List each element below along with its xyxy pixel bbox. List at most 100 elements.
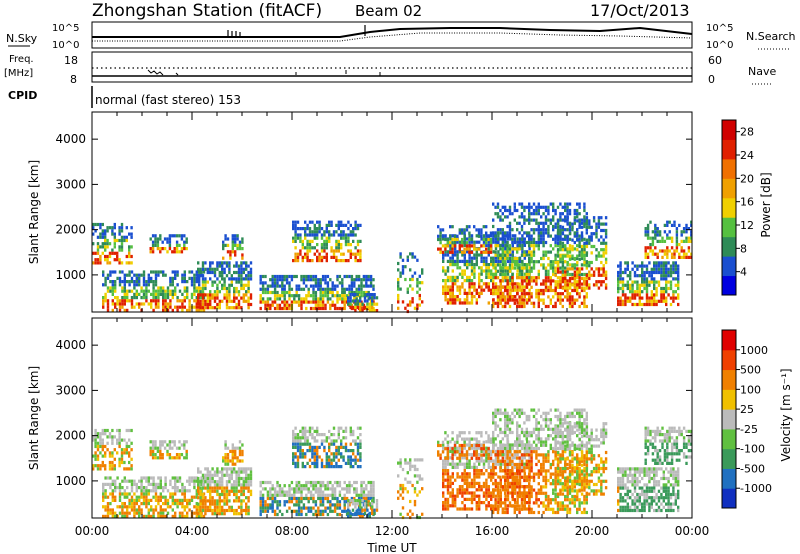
echo-cell [437,247,440,251]
echo-cell [288,303,291,307]
echo-cell [506,250,509,254]
echo-cell [662,267,665,271]
echo-cell [209,480,212,484]
echo-cell [651,236,655,240]
echo-cell [161,240,164,244]
echo-cell [126,495,129,499]
echo-cell [159,289,162,293]
echo-cell [295,484,298,488]
echo-cell [230,476,233,481]
echo-cell [209,499,212,503]
echo-cell [511,234,514,238]
echo-cell [234,237,237,241]
echo-cell [355,290,358,295]
echo-cell [162,302,165,306]
echo-cell [96,464,100,468]
echo-cell [128,251,131,255]
echo-cell [312,306,315,311]
echo-cell [641,296,644,300]
echo-cell [532,208,536,213]
echo-cell [321,294,325,298]
echo-cell [535,292,538,296]
echo-cell [461,244,464,248]
echo-cell [234,456,237,460]
echo-cell [218,512,221,516]
echo-cell [300,500,303,504]
echo-cell [604,286,608,290]
echo-cell [201,264,205,268]
echo-cell [580,244,584,249]
echo-cell [333,303,337,307]
echo-cell [373,309,376,313]
echo-cell [176,273,179,277]
echo-cell [337,220,340,224]
echo-cell [92,438,95,442]
echo-cell [306,449,309,453]
echo-cell [641,261,644,265]
echo-cell [154,489,158,493]
echo-cell [326,500,330,504]
echo-cell [173,443,176,447]
echo-cell [145,292,148,296]
echo-cell [99,222,102,227]
echo-cell [209,505,212,509]
echo-cell [114,270,117,274]
echo-cell [240,505,243,509]
echo-cell [516,288,519,292]
echo-cell [96,448,100,452]
echo-cell [399,487,402,491]
echo-cell [662,290,665,294]
echo-cell [313,233,316,237]
echo-cell [295,503,298,507]
echo-cell [371,502,374,506]
echo-cell [242,499,245,503]
echo-cell [363,505,367,509]
echo-cell [154,456,157,460]
echo-cell [304,465,307,469]
echo-cell [230,505,233,509]
echo-cell [150,498,153,502]
echo-cell [442,285,445,289]
echo-cell [118,441,121,445]
echo-cell [646,252,650,256]
echo-cell [114,296,117,300]
echo-cell [297,496,301,501]
echo-cell [654,246,657,250]
echo-cell [102,296,105,300]
echo-cell [324,287,327,291]
echo-cell [556,283,560,287]
echo-cell [549,301,552,305]
echo-cell [499,256,502,261]
echo-cell [602,273,605,277]
echo-cell [193,280,196,284]
echo-cell [294,246,297,250]
echo-cell [544,250,548,254]
echo-cell [409,303,412,307]
echo-cell [308,246,312,250]
echo-cell [580,225,584,229]
echo-cell [183,243,186,247]
echo-cell [266,490,270,494]
echo-cell [99,258,102,262]
echo-cell [193,505,196,509]
echo-cell [229,459,232,463]
echo-cell [530,234,533,238]
echo-cell [123,502,126,506]
colorbar-segment [722,158,736,179]
echo-cell [602,241,605,245]
echo-cell [332,249,336,253]
echo-cell [221,499,224,503]
echo-cell [171,280,174,284]
echo-cell [116,486,119,490]
echo-cell [180,234,184,238]
echo-cell [520,260,524,264]
echo-cell [662,270,665,275]
echo-cell [174,514,177,518]
echo-cell [525,292,528,296]
echo-cell [480,288,483,292]
echo-cell [121,270,124,274]
echo-cell [626,280,629,284]
echo-cell [152,280,155,284]
echo-cell [288,290,291,295]
echo-cell [444,295,447,299]
